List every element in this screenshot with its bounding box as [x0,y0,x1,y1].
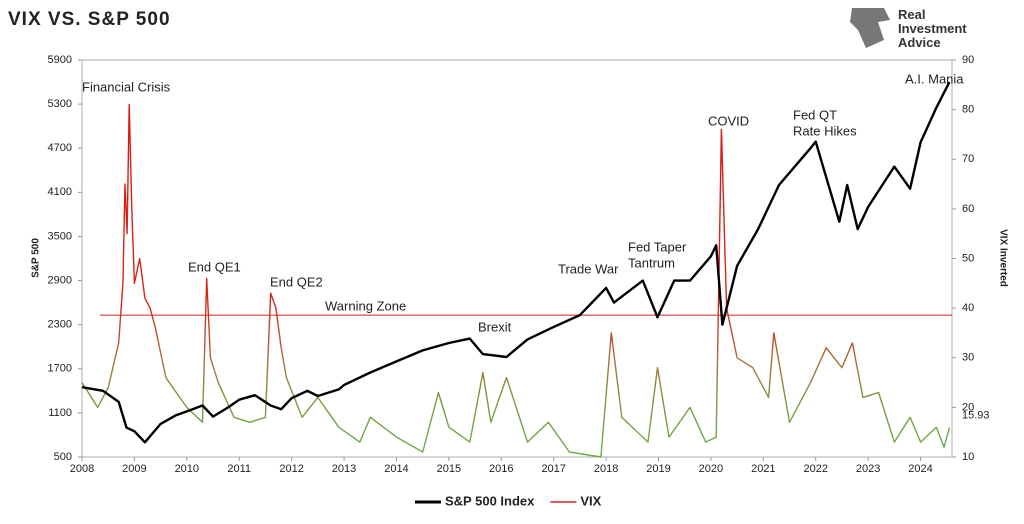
annotation: End QE1 [188,259,241,274]
y2-tick-label: 80 [962,104,974,116]
x-tick-label: 2016 [489,463,513,475]
y-tick-label: 5900 [48,54,72,66]
x-tick-label: 2008 [70,463,94,475]
y2-tick-label: 60 [962,203,974,215]
annotation: Rate Hikes [793,123,857,138]
x-tick-label: 2015 [437,463,461,475]
y-axis-title: S&P 500 [31,238,42,278]
y-tick-label: 2300 [48,319,72,331]
logo-text: Advice [898,35,941,50]
annotation: End QE2 [270,274,323,289]
y2-tick-label: 10 [962,451,974,463]
value-label: 15.93 [962,409,990,421]
warning-label: Warning Zone [325,299,406,314]
annotation: Tantrum [628,255,675,270]
annotation: Fed Taper [628,239,687,254]
y-tick-label: 3500 [48,230,72,242]
x-tick-label: 2014 [384,463,408,475]
x-tick-label: 2018 [594,463,618,475]
x-tick-label: 2017 [541,463,565,475]
series-line [81,81,951,444]
y-tick-label: 4100 [48,186,72,198]
y-tick-label: 4700 [48,142,72,154]
y2-tick-label: 90 [962,54,974,66]
y-tick-label: 1100 [48,407,72,419]
annotation: Financial Crisis [82,79,171,94]
legend-label: VIX [580,493,601,508]
annotation: Trade War [558,261,619,276]
x-tick-label: 2009 [122,463,146,475]
x-tick-label: 2010 [175,463,199,475]
y-tick-label: 5300 [48,98,72,110]
y-tick-label: 500 [54,451,72,463]
y2-tick-label: 70 [962,153,974,165]
x-tick-label: 2023 [856,463,880,475]
y2-tick-label: 20 [962,401,974,413]
x-tick-label: 2020 [699,463,723,475]
y-tick-label: 1700 [48,363,72,375]
logo-text: Real [898,7,925,22]
logo-text: Investment [898,21,967,36]
y2-tick-label: 40 [962,302,974,314]
x-tick-label: 2011 [227,463,251,475]
x-tick-label: 2024 [908,463,932,475]
logo: Real Investment Advice [850,7,967,50]
annotation: A.I. Mania [905,71,964,86]
x-tick-label: 2021 [751,463,775,475]
x-tick-label: 2022 [803,463,827,475]
x-tick-label: 2013 [332,463,356,475]
x-tick-label: 2012 [279,463,303,475]
legend-label: S&P 500 Index [445,493,535,508]
logo-icon [850,8,890,48]
annotation: Fed QT [793,107,837,122]
annotation: Brexit [478,319,512,334]
y2-tick-label: 30 [962,352,974,364]
annotation: COVID [708,113,749,128]
x-tick-label: 2019 [646,463,670,475]
series-line [81,104,951,458]
y2-tick-label: 50 [962,252,974,264]
y2-axis-title: VIX Inverted [997,229,1008,287]
chart-title: VIX VS. S&P 500 [8,9,171,30]
y-tick-label: 2900 [48,274,72,286]
